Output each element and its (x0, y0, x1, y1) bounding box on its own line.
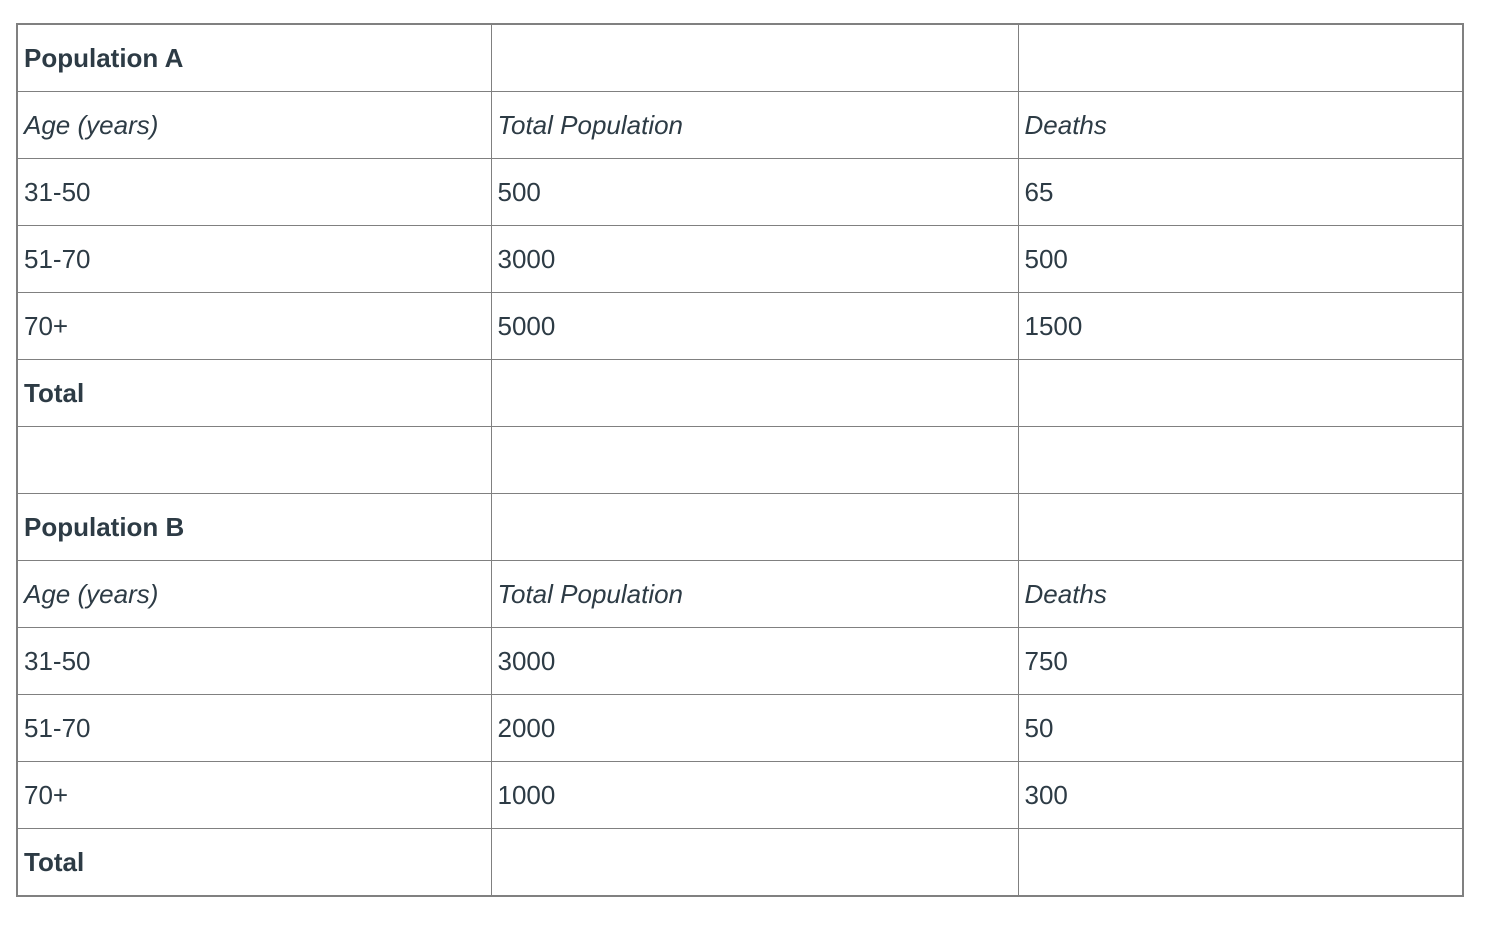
age-cell: 70+ (16, 761, 492, 829)
column-header-age: Age (years) (16, 91, 492, 159)
empty-cell (490, 23, 1019, 92)
table-row: 70+ 1000 300 (16, 761, 1464, 829)
deaths-cell: 1500 (1017, 292, 1464, 360)
population-tables: Population A Age (years) Total Populatio… (16, 23, 1464, 897)
population-cell: 1000 (490, 761, 1019, 829)
population-cell: 500 (490, 158, 1019, 226)
age-cell: 31-50 (16, 627, 492, 695)
table-row-section-a-title: Population A (16, 23, 1464, 92)
table-row-section-a-headers: Age (years) Total Population Deaths (16, 91, 1464, 159)
column-header-deaths: Deaths (1017, 91, 1464, 159)
total-label-cell: Total (16, 828, 492, 897)
table-row: 31-50 3000 750 (16, 627, 1464, 695)
population-cell: 5000 (490, 292, 1019, 360)
empty-cell (16, 426, 492, 494)
population-cell: 3000 (490, 627, 1019, 695)
empty-cell (1017, 493, 1464, 561)
total-label-cell: Total (16, 359, 492, 427)
column-header-age: Age (years) (16, 560, 492, 628)
deaths-cell: 300 (1017, 761, 1464, 829)
empty-cell (490, 493, 1019, 561)
age-cell: 70+ (16, 292, 492, 360)
table-row: 51-70 2000 50 (16, 694, 1464, 762)
column-header-total-population: Total Population (490, 560, 1019, 628)
empty-cell (1017, 426, 1464, 494)
deaths-cell: 500 (1017, 225, 1464, 293)
table-row: 70+ 5000 1500 (16, 292, 1464, 360)
spacer-row (16, 426, 1464, 494)
column-header-total-population: Total Population (490, 91, 1019, 159)
age-cell: 31-50 (16, 158, 492, 226)
section-b-title-cell: Population B (16, 493, 492, 561)
table-row: 51-70 3000 500 (16, 225, 1464, 293)
table-row-section-b-total: Total (16, 828, 1464, 897)
population-cell: 2000 (490, 694, 1019, 762)
total-deaths-value-cell (1017, 359, 1464, 427)
deaths-cell: 65 (1017, 158, 1464, 226)
population-cell: 3000 (490, 225, 1019, 293)
section-a-title-cell: Population A (16, 23, 492, 92)
total-deaths-value-cell (1017, 828, 1464, 897)
age-cell: 51-70 (16, 225, 492, 293)
age-cell: 51-70 (16, 694, 492, 762)
total-population-value-cell (490, 828, 1019, 897)
empty-cell (490, 426, 1019, 494)
deaths-cell: 50 (1017, 694, 1464, 762)
table-row-section-b-title: Population B (16, 493, 1464, 561)
empty-cell (1017, 23, 1464, 92)
table-row: 31-50 500 65 (16, 158, 1464, 226)
table-row-section-a-total: Total (16, 359, 1464, 427)
table-row-section-b-headers: Age (years) Total Population Deaths (16, 560, 1464, 628)
deaths-cell: 750 (1017, 627, 1464, 695)
total-population-value-cell (490, 359, 1019, 427)
column-header-deaths: Deaths (1017, 560, 1464, 628)
